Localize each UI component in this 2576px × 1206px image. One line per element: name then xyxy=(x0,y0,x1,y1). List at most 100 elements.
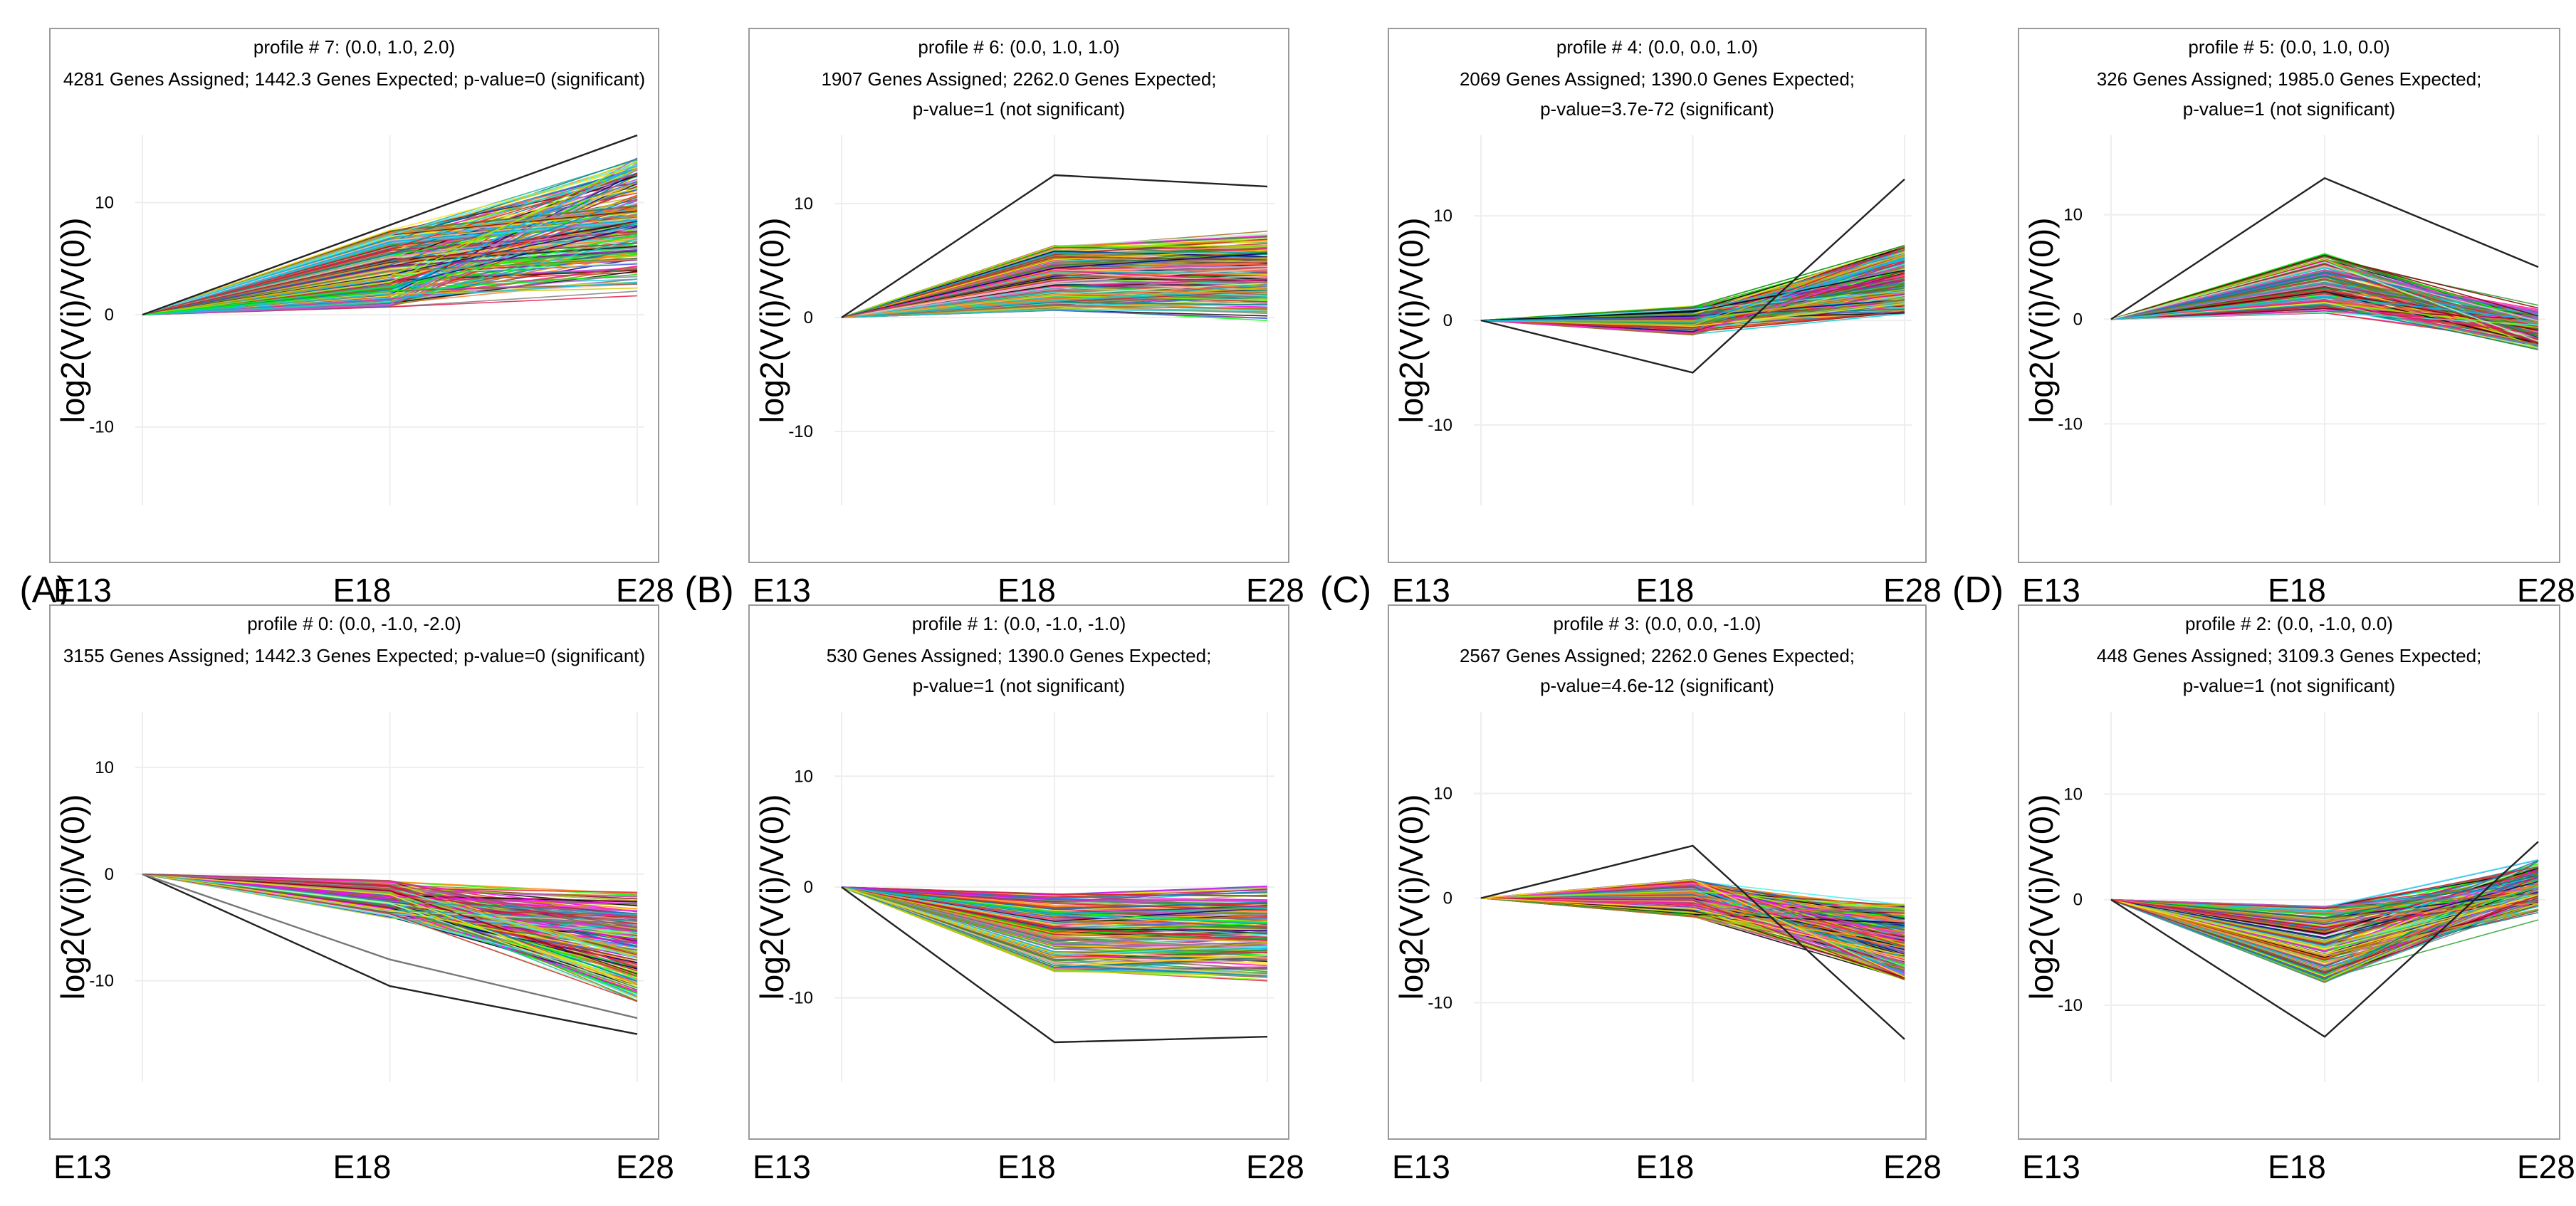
series-line xyxy=(841,250,1268,318)
series-line xyxy=(2110,254,2539,320)
x-tick-label: E18 xyxy=(1636,572,1695,609)
y-tick-label: -10 xyxy=(788,422,813,441)
series-line xyxy=(2110,898,2539,922)
y-axis-label: log2(V(i)/V(0)) xyxy=(1393,795,1430,1000)
series-line xyxy=(142,204,638,315)
series-line xyxy=(841,262,1268,318)
series-line xyxy=(1480,264,1905,335)
series-line xyxy=(841,290,1268,318)
chart-stats-line: 530 Genes Assigned; 1390.0 Genes Expecte… xyxy=(827,645,1212,666)
series-line-extreme xyxy=(142,873,638,1035)
series-line xyxy=(2110,888,2539,979)
series-line xyxy=(142,161,638,315)
series-line xyxy=(142,874,638,941)
series-line xyxy=(841,886,1268,977)
chart-stats-line: 326 Genes Assigned; 1985.0 Genes Expecte… xyxy=(2097,68,2482,90)
series-group xyxy=(841,174,1268,321)
y-tick-label: 10 xyxy=(1433,206,1452,226)
y-tick-label: 0 xyxy=(2073,310,2083,330)
plot-frame xyxy=(2018,604,2560,1140)
series-line xyxy=(2110,859,2539,946)
chart-title: profile # 4: (0.0, 0.0, 1.0) xyxy=(1556,36,1758,58)
series-line xyxy=(841,886,1268,975)
series-line xyxy=(841,253,1268,318)
x-tick-label: E13 xyxy=(753,1148,811,1185)
y-tick-label: -10 xyxy=(2058,996,2083,1015)
series-line xyxy=(1480,897,1905,980)
y-tick-label: 0 xyxy=(105,305,114,325)
series-line xyxy=(2110,295,2539,320)
series-line xyxy=(841,245,1268,318)
series-line xyxy=(1480,282,1905,321)
y-tick-label: 10 xyxy=(95,194,114,213)
panel-label: (B) xyxy=(684,570,733,611)
x-tick-label: E18 xyxy=(333,1148,392,1185)
series-line-extreme xyxy=(1480,844,1905,1040)
x-tick-label: E28 xyxy=(1883,572,1942,609)
series-line xyxy=(2110,868,2539,953)
y-tick-label: -10 xyxy=(2058,414,2083,434)
y-tick-label: 10 xyxy=(1433,785,1452,804)
series-line xyxy=(142,874,638,957)
series-line xyxy=(1480,258,1905,323)
panel-label: (C) xyxy=(1320,570,1371,611)
x-tick-label: E28 xyxy=(1246,1148,1304,1185)
y-tick-label: 10 xyxy=(794,194,813,214)
series-line xyxy=(841,886,1268,950)
series-line xyxy=(142,228,638,315)
series-line xyxy=(142,874,638,935)
chart-stats-line: p-value=1 (not significant) xyxy=(2183,675,2395,696)
series-line xyxy=(1480,897,1905,917)
series-line xyxy=(142,234,638,315)
series-line xyxy=(841,268,1268,318)
plot-frame xyxy=(49,604,659,1140)
series-line xyxy=(2110,287,2539,320)
y-tick-label: 0 xyxy=(1443,311,1452,330)
series-line xyxy=(2110,870,2539,923)
series-line xyxy=(142,174,638,315)
series-line xyxy=(841,886,1268,964)
chart-title: profile # 0: (0.0, -1.0, -2.0) xyxy=(247,613,461,634)
series-line xyxy=(2110,894,2539,955)
series-line xyxy=(2110,283,2539,320)
series-line xyxy=(1480,245,1905,321)
chart-stats-line: 4281 Genes Assigned; 1442.3 Genes Expect… xyxy=(63,68,645,90)
chart-title: profile # 1: (0.0, -1.0, -1.0) xyxy=(912,613,1126,634)
plot-frame xyxy=(748,604,1289,1140)
series-line xyxy=(142,874,638,986)
series-line xyxy=(142,164,638,315)
series-line-extreme xyxy=(841,886,1268,1044)
series-line-extreme xyxy=(2110,177,2539,320)
series-line xyxy=(2110,875,2539,919)
x-tick-label: E13 xyxy=(753,572,811,609)
series-line xyxy=(142,214,638,315)
series-line xyxy=(841,886,1268,956)
series-line xyxy=(142,245,638,315)
series-line xyxy=(142,874,638,990)
series-line xyxy=(841,305,1268,318)
series-line xyxy=(841,886,1268,943)
series-line xyxy=(142,164,638,315)
series-line xyxy=(142,238,638,315)
y-tick-label: 10 xyxy=(794,767,813,786)
series-line xyxy=(2110,312,2539,326)
chart-stats-line: p-value=1 (not significant) xyxy=(2183,98,2395,120)
y-tick-label: 10 xyxy=(2063,785,2083,804)
series-line xyxy=(841,886,1268,962)
series-line xyxy=(2110,895,2539,974)
series-line xyxy=(142,242,638,315)
chart-stats-line: 2567 Genes Assigned; 2262.0 Genes Expect… xyxy=(1460,645,1855,666)
series-line xyxy=(142,874,638,916)
y-tick-label: 0 xyxy=(105,865,114,884)
series-line xyxy=(841,886,1268,977)
series-line xyxy=(1480,890,1905,910)
series-line xyxy=(2110,871,2539,931)
series-line xyxy=(841,274,1268,318)
y-tick-label: -10 xyxy=(89,418,114,437)
